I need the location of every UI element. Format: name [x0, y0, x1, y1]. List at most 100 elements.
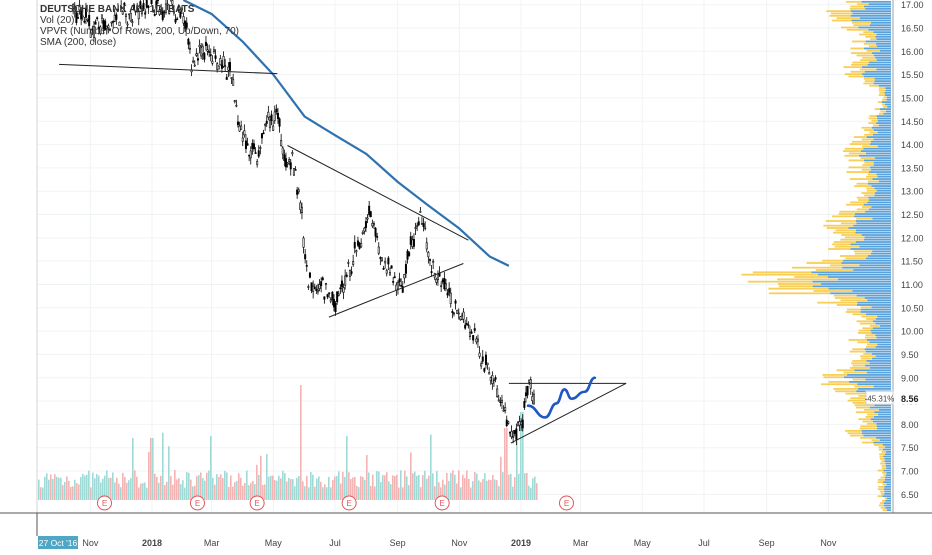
vpvr-bar-down — [857, 3, 869, 6]
vpvr-bar-up — [812, 285, 891, 288]
date-badge-label: 27 Oct '16 — [39, 538, 78, 548]
volume-bar — [474, 472, 476, 500]
volume-bar — [80, 477, 82, 500]
volume-bar — [256, 464, 258, 500]
volume-bar — [340, 483, 342, 500]
volume-bar — [512, 486, 514, 500]
vpvr-bar-up — [871, 306, 891, 309]
vpvr-bar-up — [876, 189, 891, 192]
vpvr-bar-down — [826, 10, 851, 13]
vpvr-bar-up — [876, 336, 891, 339]
candle-body — [187, 38, 190, 45]
candle-body — [513, 430, 516, 434]
vpvr-bar-down — [850, 52, 872, 55]
legend-symbol[interactable]: DEUTSCHE BANK AG, 1D, BATS — [40, 4, 195, 15]
volume-bar — [144, 482, 146, 500]
candle-body — [305, 265, 308, 267]
y-tick-label: 13.00 — [901, 187, 924, 197]
vpvr-bar-up — [869, 171, 891, 173]
candle-body — [411, 239, 414, 247]
volume-bar — [276, 480, 278, 500]
vpvr-bar-down — [865, 35, 876, 38]
volume-bar — [406, 476, 408, 500]
legend-volume[interactable]: Vol (20) — [40, 15, 75, 26]
vpvr-bar-up — [884, 457, 891, 460]
volume-bar — [426, 478, 428, 500]
vpvr-bar-up — [885, 87, 891, 90]
candle-body — [112, 20, 115, 23]
vpvr-bar-up — [883, 502, 891, 505]
vpvr-bar-up — [870, 329, 891, 332]
volume-bar — [252, 480, 254, 500]
vpvr-bar-down — [852, 61, 869, 64]
vpvr-bar-down — [850, 70, 865, 73]
vpvr-bar-up — [871, 126, 891, 129]
candle-body — [209, 54, 212, 56]
x-tick-label: 2018 — [142, 538, 162, 548]
candle-body — [150, 0, 153, 4]
vpvr-bar-down — [884, 497, 888, 500]
vpvr-bar-up — [843, 376, 891, 379]
candle-body — [92, 26, 95, 39]
candle-body — [313, 286, 316, 290]
vpvr-bar-up — [873, 161, 891, 164]
legend-vpvr[interactable]: VPVR (Number Of Rows, 200, Up/Down, 70) — [40, 26, 239, 37]
vpvr-bar-down — [863, 77, 875, 80]
volume-bar — [234, 482, 236, 500]
candle-body — [505, 419, 508, 427]
volume-bar — [292, 479, 294, 500]
volume-bar — [220, 474, 222, 500]
vpvr-bar-up — [886, 471, 891, 474]
vpvr-bar-down — [794, 276, 828, 278]
earnings-marker — [189, 495, 205, 511]
vpvr-bar-up — [853, 269, 891, 271]
vpvr-bar-up — [886, 467, 891, 470]
y-tick-label: 10.50 — [901, 303, 924, 313]
vpvr-bar-up — [856, 304, 891, 306]
x-tick-label: 2019 — [511, 538, 531, 548]
volume-bar — [280, 478, 282, 500]
volume-bar — [456, 483, 458, 500]
volume-bar — [438, 482, 440, 500]
volume-bar — [204, 480, 206, 500]
vpvr-bar-down — [835, 229, 856, 232]
candle-body — [219, 58, 222, 66]
vpvr-bar-down — [847, 399, 866, 402]
vpvr-bar-down — [830, 12, 853, 15]
vpvr-bar-down — [851, 362, 870, 365]
candle-body — [451, 311, 454, 313]
candle-body — [408, 252, 411, 256]
vpvr-bar-down — [874, 108, 880, 110]
vpvr-bar-up — [863, 238, 891, 241]
vpvr-bar-down — [835, 297, 865, 299]
vpvr-bar-up — [867, 182, 891, 185]
candle-body — [515, 428, 518, 440]
vpvr-bar-up — [848, 381, 891, 383]
vpvr-bar-up — [865, 152, 891, 155]
legend-sma[interactable]: SMA (200, close) — [40, 37, 117, 48]
candle-body — [142, 3, 145, 10]
volume-bar — [532, 478, 534, 500]
vpvr-bar-down — [821, 383, 858, 386]
vpvr-bar-down — [877, 478, 885, 481]
vpvr-bar-up — [868, 28, 891, 31]
vpvr-bar-up — [873, 164, 891, 166]
vpvr-bar-down — [843, 371, 867, 374]
volume-bar — [208, 470, 210, 500]
vpvr-bar-down — [882, 499, 886, 502]
candle-body — [172, 11, 175, 14]
vpvr-bar-up — [865, 313, 891, 316]
candle-body — [363, 227, 366, 232]
vpvr-bar-down — [845, 392, 870, 395]
earnings-marker — [249, 495, 265, 511]
candle-body — [507, 421, 510, 424]
vpvr-bar-up — [854, 215, 891, 218]
volume-bar — [360, 476, 362, 500]
vpvr-bar-up — [879, 325, 891, 327]
vpvr-bar-up — [838, 278, 891, 281]
vpvr-bar-down — [859, 427, 877, 430]
candle-body — [132, 4, 135, 10]
vpvr-bar-up — [860, 311, 891, 313]
vpvr-bar-up — [876, 45, 891, 48]
